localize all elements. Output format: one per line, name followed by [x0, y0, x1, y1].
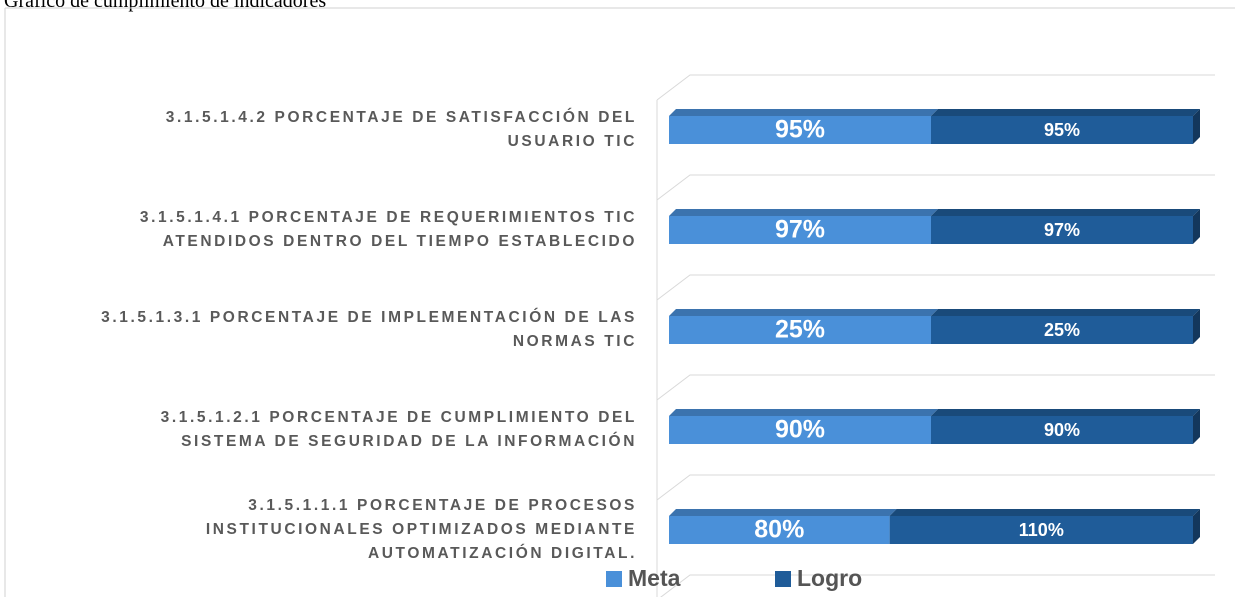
- data-label: 90%: [775, 416, 825, 444]
- data-label: 110%: [1019, 520, 1064, 540]
- data-label: 80%: [754, 516, 804, 544]
- bar-side: [1193, 409, 1200, 444]
- bar: [931, 216, 1193, 244]
- bar-top: [931, 409, 1200, 416]
- data-label: 25%: [775, 316, 825, 344]
- bar: [931, 316, 1193, 344]
- bar: [669, 416, 931, 444]
- bar: [889, 516, 1193, 544]
- legend-swatch: [606, 571, 622, 587]
- bar-top: [669, 109, 938, 116]
- legend-label: Logro: [797, 565, 862, 591]
- data-label: 90%: [1044, 420, 1080, 440]
- bar-top: [889, 509, 1200, 516]
- gridline: [656, 74, 1215, 101]
- category-label: 3.1.5.1.2.1 PORCENTAJE DE CUMPLIMIENTO D…: [160, 409, 637, 450]
- category-label: 3.1.5.1.1.1 PORCENTAJE DE PROCESOS INSTI…: [205, 497, 637, 562]
- bar-side: [1193, 109, 1200, 144]
- bar: [669, 516, 890, 544]
- bar: [669, 216, 931, 244]
- bar-top: [669, 509, 897, 516]
- bar-side: [1193, 209, 1200, 244]
- legend-swatch: [775, 571, 791, 587]
- category-label: 3.1.5.1.4.2 PORCENTAJE DE SATISFACCIÓN D…: [165, 109, 637, 150]
- bar-side: [1193, 309, 1200, 344]
- bar: [669, 116, 931, 144]
- gridline: [656, 474, 1215, 501]
- gridline: [656, 174, 1215, 201]
- bar-top: [931, 109, 1200, 116]
- bar-top: [669, 409, 938, 416]
- data-label: 97%: [775, 216, 825, 244]
- bar: [669, 316, 931, 344]
- data-label: 97%: [1044, 220, 1080, 240]
- category-label: 3.1.5.1.3.1 PORCENTAJE DE IMPLEMENTACIÓN…: [101, 309, 637, 350]
- bar-side: [1193, 509, 1200, 544]
- legend-label: Meta: [628, 565, 681, 591]
- gridline: [656, 274, 1215, 301]
- gridline: [660, 574, 1215, 597]
- bar: [931, 416, 1193, 444]
- bar: [931, 116, 1193, 144]
- chart-title: Gráfico de cumplimiento de indicadores: [4, 0, 327, 12]
- bar-top: [669, 309, 938, 316]
- gridline: [656, 374, 1215, 401]
- bar-top: [931, 309, 1200, 316]
- bar-top: [669, 209, 938, 216]
- data-label: 95%: [1044, 120, 1080, 140]
- category-label: 3.1.5.1.4.1 PORCENTAJE DE REQUERIMIENTOS…: [139, 209, 637, 250]
- bar-top: [931, 209, 1200, 216]
- data-label: 25%: [1044, 320, 1080, 340]
- data-label: 95%: [775, 116, 825, 144]
